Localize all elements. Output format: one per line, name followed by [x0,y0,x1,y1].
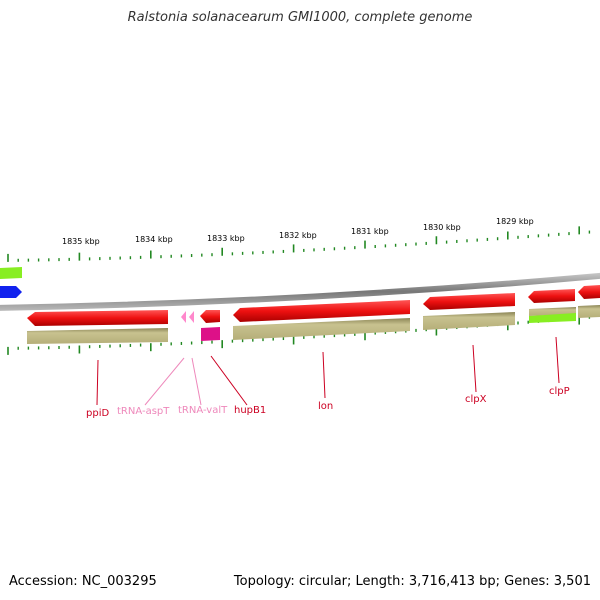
gene-arrow-clpP[interactable] [528,289,575,303]
genome-backbone [0,272,600,311]
gene-arrow-ppiD[interactable] [27,310,168,326]
scale-label-1831: 1831 kbp [351,227,389,236]
khaki-bar-3 [423,312,515,330]
gene-label-lon[interactable]: lon [318,401,333,412]
scale-label-1830: 1830 kbp [423,223,461,232]
khaki-bar-1 [27,328,168,344]
lime-feature-edge[interactable] [0,267,22,279]
gene-label-tRNA-valT[interactable]: tRNA-valT [178,405,228,416]
gene-arrow-clpX[interactable] [423,293,515,310]
leader-clpX [472,344,477,393]
gene-label-clpP[interactable]: clpP [549,386,570,397]
trna-arrow-aspT[interactable] [181,311,186,323]
scale-label-1832: 1832 kbp [279,231,317,240]
scale-label-1829: 1829 kbp [496,217,534,226]
scale-label-1835: 1835 kbp [62,237,100,246]
gene-label-ppiD[interactable]: ppiD [86,408,109,419]
map-title: Ralstonia solanacearum GMI1000, complete… [127,10,473,25]
gene-arrow-edge[interactable] [578,285,600,299]
khaki-bar-5 [578,305,600,318]
blue-gene-arrow[interactable] [0,286,22,298]
trna-arrow-valT[interactable] [189,311,194,323]
accession-text: Accession: NC_003295 [9,574,157,589]
leader-clpP [555,336,560,384]
khaki-bar-2 [233,318,410,340]
scale-label-1833: 1833 kbp [207,234,245,243]
gene-arrow-lon[interactable] [233,300,410,322]
leader-ppiD [96,359,99,406]
gene-label-hupB1[interactable]: hupB1 [234,405,266,416]
lime-feature[interactable] [529,313,576,323]
upper-tick-row [7,226,591,262]
leader-tRNA-aspT [144,357,185,406]
magenta-feature[interactable] [201,327,220,341]
leader-tRNA-valT [191,357,202,406]
gene-label-clpX[interactable]: clpX [465,394,487,405]
scale-label-1834: 1834 kbp [135,235,173,244]
leader-lon [322,351,326,399]
gene-arrow-hupB1[interactable] [200,310,220,323]
gene-label-tRNA-aspT[interactable]: tRNA-aspT [117,406,170,417]
topology-text: Topology: circular; Length: 3,716,413 bp… [233,574,591,589]
leader-hupB1 [210,355,248,406]
